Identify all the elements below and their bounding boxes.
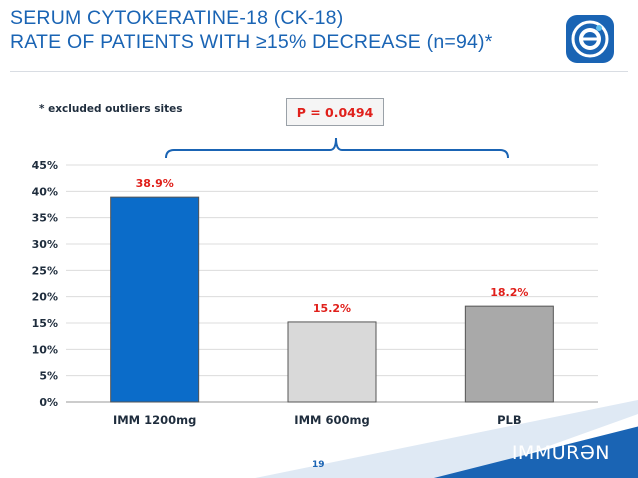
footnote: * excluded outliers sites (39, 103, 183, 115)
p-value-box: P = 0.0494 (286, 98, 384, 126)
data-label: 38.9% (136, 177, 174, 190)
y-tick-label: 45% (32, 159, 58, 172)
bar-2 (287, 321, 377, 403)
y-tick-label: 25% (32, 264, 58, 277)
page-number: 19 (312, 460, 325, 470)
y-tick-label: 30% (32, 238, 58, 251)
y-tick-label: 35% (32, 212, 58, 225)
comparison-bracket (165, 137, 509, 159)
bar-3 (464, 305, 554, 403)
title-divider (10, 71, 628, 72)
x-tick-label: PLB (497, 413, 522, 427)
y-tick-label: 5% (39, 370, 58, 383)
title-line-2: RATE OF PATIENTS WITH ≥15% DECREASE (n=9… (10, 31, 493, 53)
brand-wordmark: IMMURƏN (511, 442, 610, 464)
bar-1 (110, 196, 200, 403)
x-tick-label: IMM 600mg (294, 413, 369, 427)
y-tick-label: 15% (32, 317, 58, 330)
y-tick-label: 20% (32, 291, 58, 304)
title-line-1: SERUM CYTOKERATINE-18 (CK-18) (10, 7, 344, 29)
slide-title: SERUM CYTOKERATINE-18 (CK-18) RATE OF PA… (10, 6, 530, 54)
immuron-logo-icon (566, 15, 614, 63)
y-tick-label: 10% (32, 343, 58, 356)
data-label: 15.2% (313, 302, 351, 315)
y-tick-label: 0% (39, 396, 58, 409)
x-tick-label: IMM 1200mg (113, 413, 196, 427)
data-label: 18.2% (490, 286, 528, 299)
y-tick-label: 40% (32, 185, 58, 198)
